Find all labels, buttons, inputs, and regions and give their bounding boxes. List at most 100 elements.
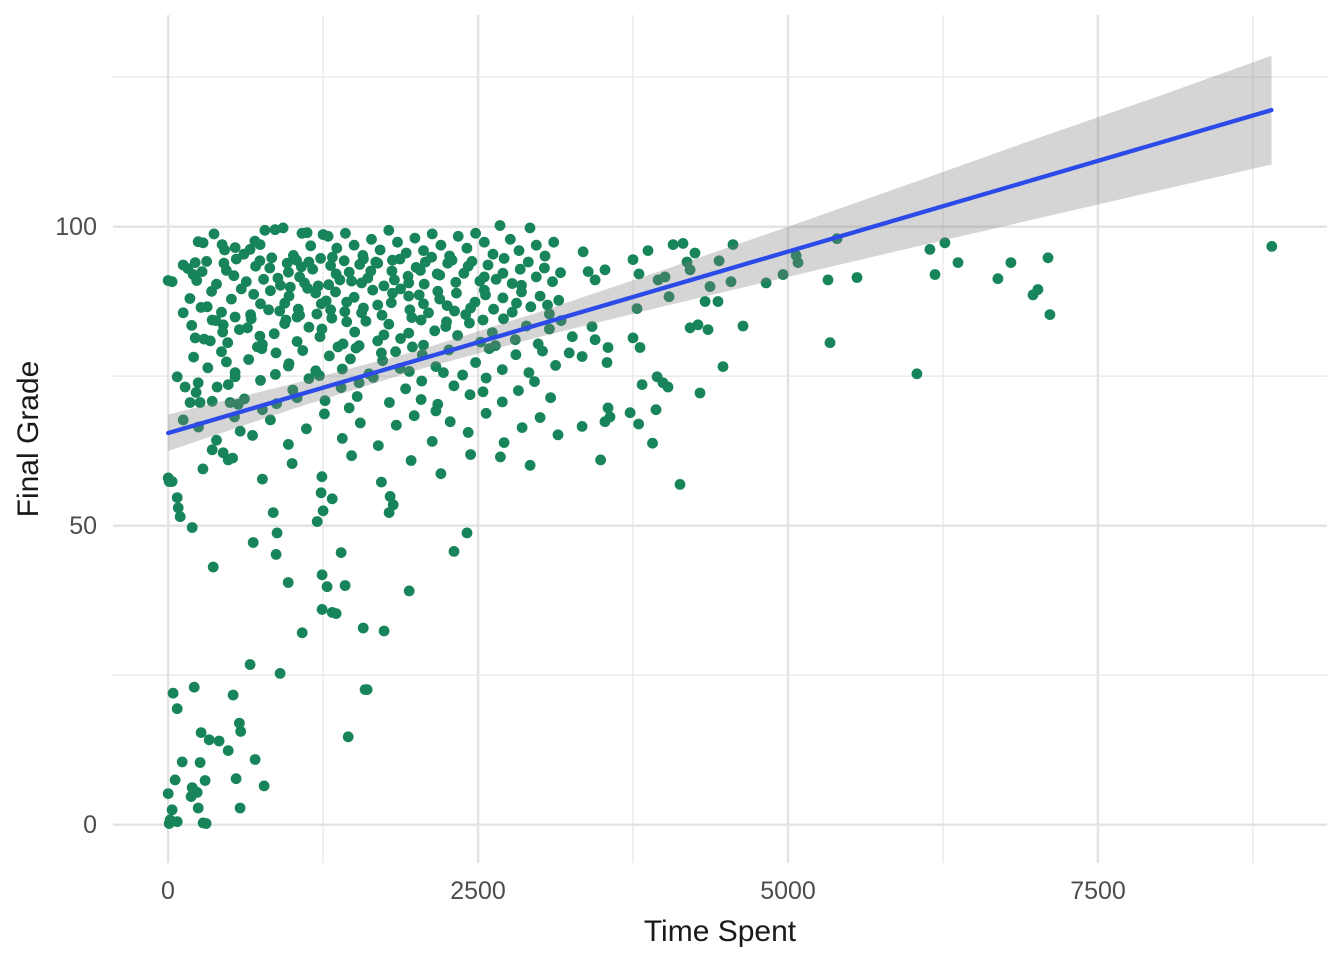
scatter-point bbox=[182, 263, 194, 274]
scatter-point bbox=[316, 323, 328, 335]
scatter-point bbox=[689, 247, 701, 259]
scatter-point bbox=[184, 397, 196, 408]
scatter-point bbox=[1005, 257, 1017, 268]
scatter-point bbox=[252, 341, 263, 353]
scatter-point bbox=[350, 342, 362, 354]
x-axis-title: Time Spent bbox=[643, 915, 797, 948]
scatter-point bbox=[478, 271, 490, 283]
scatter-point bbox=[274, 305, 286, 317]
scatter-point bbox=[162, 472, 174, 484]
scatter-point bbox=[444, 416, 456, 428]
scatter-point bbox=[725, 276, 737, 288]
scatter-point bbox=[384, 397, 395, 408]
scatter-point bbox=[228, 270, 240, 282]
scatter-point bbox=[692, 319, 704, 331]
scatter-point bbox=[230, 773, 242, 785]
scatter-point bbox=[544, 323, 555, 335]
scatter-point bbox=[244, 659, 256, 670]
scatter-point bbox=[322, 230, 334, 242]
scatter-point bbox=[356, 277, 367, 289]
scatter-point bbox=[166, 804, 178, 816]
scatter-point bbox=[255, 298, 266, 310]
scatter-point bbox=[315, 298, 327, 310]
scatter-point bbox=[227, 689, 239, 701]
scatter-point bbox=[498, 437, 510, 448]
scatter-point bbox=[317, 505, 329, 517]
scatter-point bbox=[497, 292, 509, 304]
scatter-point bbox=[197, 237, 209, 249]
regression-line bbox=[166, 107, 1274, 436]
scatter-point bbox=[457, 369, 468, 381]
scatter-point bbox=[323, 350, 335, 362]
scatter-point bbox=[195, 727, 207, 738]
scatter-point bbox=[449, 305, 460, 317]
scatter-point bbox=[452, 230, 464, 242]
scatter-point bbox=[235, 283, 247, 295]
scatter-point bbox=[171, 492, 183, 503]
scatter-point bbox=[201, 256, 213, 267]
scatter-point bbox=[451, 287, 462, 299]
scatter-point bbox=[677, 238, 689, 249]
scatter-point bbox=[189, 332, 201, 344]
scatter-point bbox=[211, 434, 222, 446]
scatter-point bbox=[189, 257, 201, 268]
scatter-point bbox=[378, 625, 390, 637]
scatter-point bbox=[325, 260, 336, 271]
y-tick-label-50: 50 bbox=[69, 512, 97, 540]
scatter-point bbox=[423, 307, 434, 319]
scatter-point bbox=[510, 349, 522, 361]
scatter-point bbox=[267, 507, 279, 518]
scatter-point bbox=[263, 304, 274, 316]
scatter-point bbox=[376, 347, 387, 359]
scatter-point bbox=[539, 262, 550, 274]
scatter-point bbox=[336, 363, 348, 375]
scatter-point bbox=[247, 430, 258, 441]
scatter-point bbox=[167, 687, 179, 699]
scatter-point bbox=[336, 433, 348, 444]
scatter-point bbox=[378, 329, 390, 341]
scatter-point bbox=[525, 301, 537, 313]
scatter-point bbox=[354, 417, 366, 429]
scatter-point bbox=[482, 259, 494, 271]
scatter-point bbox=[338, 255, 350, 267]
scatter-point bbox=[555, 267, 566, 279]
scatter-point bbox=[452, 330, 463, 341]
scatter-point bbox=[415, 265, 426, 276]
scatter-point bbox=[462, 427, 474, 438]
scatter-point bbox=[389, 274, 400, 286]
scatter-point bbox=[301, 423, 312, 435]
scatter-point bbox=[514, 263, 526, 275]
scatter-point bbox=[498, 253, 510, 264]
scatter-point bbox=[339, 580, 351, 591]
scatter-point bbox=[177, 414, 189, 426]
scatter-point bbox=[415, 394, 427, 405]
scatter-point bbox=[219, 244, 231, 256]
scatter-point bbox=[577, 246, 589, 258]
scatter-point bbox=[760, 277, 772, 289]
scatter-point bbox=[339, 306, 351, 317]
scatter-point bbox=[315, 253, 326, 264]
scatter-point bbox=[586, 321, 598, 332]
scatter-point bbox=[357, 622, 369, 634]
scatter-point bbox=[792, 257, 804, 268]
scatter-point bbox=[429, 325, 441, 337]
scatter-point bbox=[431, 268, 443, 280]
scatter-point bbox=[194, 757, 206, 768]
scatter-point bbox=[258, 273, 269, 285]
scatter-point bbox=[717, 361, 729, 372]
scatter-point bbox=[222, 337, 234, 349]
scatter-point bbox=[1042, 252, 1054, 264]
scatter-point bbox=[272, 272, 284, 284]
scatter-point bbox=[330, 608, 342, 619]
scatter-points-layer bbox=[162, 220, 1278, 829]
scatter-point bbox=[712, 296, 724, 307]
scatter-point bbox=[446, 254, 458, 266]
scatter-point bbox=[601, 357, 613, 368]
scatter-point bbox=[279, 297, 291, 309]
scatter-point bbox=[547, 276, 558, 288]
scatter-point bbox=[390, 419, 402, 431]
scatter-point bbox=[259, 224, 271, 236]
scatter-point bbox=[465, 302, 476, 314]
scatter-point bbox=[239, 393, 250, 405]
scatter-point bbox=[284, 281, 296, 293]
